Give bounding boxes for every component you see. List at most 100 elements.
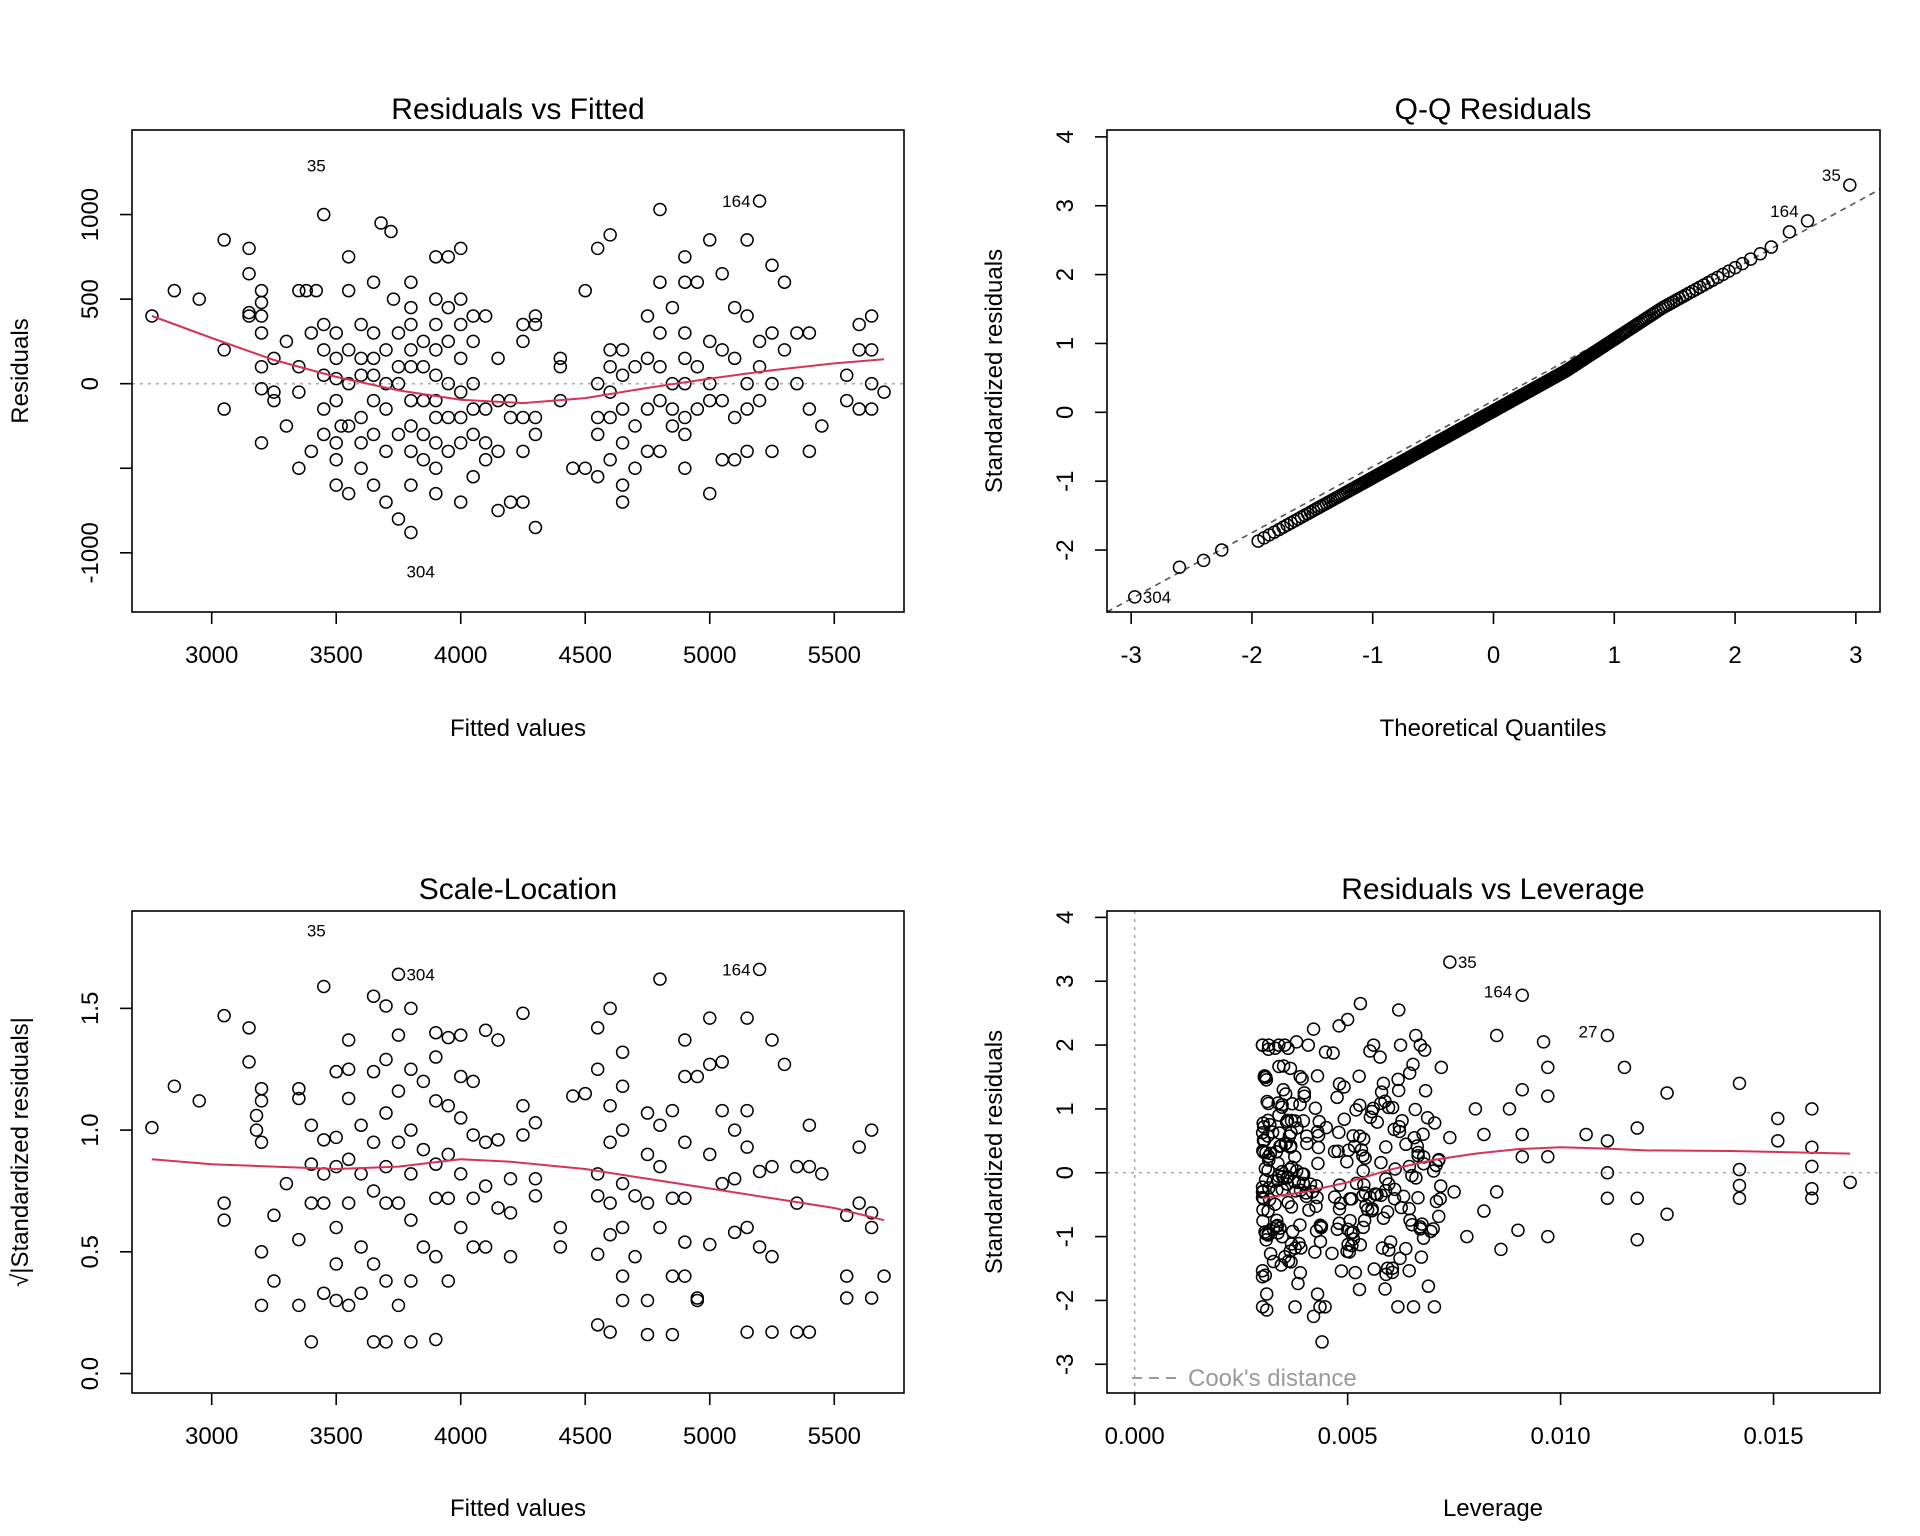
data-point <box>1327 1190 1342 1204</box>
data-point <box>864 376 879 391</box>
data-point <box>1258 1161 1273 1176</box>
data-point <box>317 979 331 994</box>
data-point <box>1433 1192 1447 1206</box>
data-point <box>1771 1111 1785 1126</box>
data-point <box>603 453 617 467</box>
data-point <box>877 385 891 399</box>
data-point <box>404 343 418 357</box>
y-tick-label: -2 <box>1052 1290 1079 1311</box>
data-point <box>254 436 269 450</box>
data-point <box>1278 1137 1292 1151</box>
data-point <box>578 461 592 475</box>
data-point <box>1349 1176 1364 1191</box>
qq-residuals-panel: Q-Q Residuals Theoretical Quantiles Stan… <box>981 93 1881 742</box>
data-point <box>765 1249 779 1264</box>
data-point <box>653 444 667 459</box>
data-point <box>404 444 418 459</box>
data-point <box>765 1325 779 1339</box>
x-tick-label: 5500 <box>808 1423 861 1450</box>
data-point <box>590 1247 605 1261</box>
data-point <box>1283 1162 1297 1177</box>
data-point <box>516 1006 530 1020</box>
data-point <box>1735 256 1750 271</box>
data-point <box>1275 1098 1289 1112</box>
data-point <box>429 1157 443 1171</box>
data-point <box>628 461 642 475</box>
data-point <box>1272 1059 1286 1074</box>
data-point <box>503 1249 518 1264</box>
data-point <box>1256 1203 1270 1217</box>
data-point <box>590 469 605 484</box>
data-point <box>715 267 729 281</box>
data-point <box>590 1318 605 1332</box>
data-point <box>1515 1150 1529 1164</box>
data-point <box>1378 1282 1392 1296</box>
data-point <box>466 1128 480 1142</box>
data-point <box>404 478 418 492</box>
data-point <box>665 1103 680 1118</box>
data-point <box>1342 1245 1357 1259</box>
data-point <box>1295 1072 1309 1086</box>
y-tick-label: -1 <box>1052 470 1079 491</box>
data-point <box>1427 1300 1442 1314</box>
data-point <box>1334 1264 1349 1278</box>
data-point <box>1541 1060 1555 1075</box>
data-point <box>1407 1131 1422 1145</box>
data-point <box>1805 1191 1819 1206</box>
data-point <box>1722 264 1736 278</box>
data-point <box>1515 1083 1529 1097</box>
data-point <box>329 1130 343 1145</box>
data-point <box>404 525 418 540</box>
data-point <box>1261 1038 1276 1052</box>
data-point <box>379 495 393 509</box>
data-point <box>299 283 314 298</box>
data-point <box>1330 1090 1344 1105</box>
data-point <box>603 1196 617 1210</box>
data-point <box>242 305 256 320</box>
x-axis-label: Fitted values <box>450 715 586 742</box>
data-point <box>279 419 294 433</box>
data-point <box>1394 1200 1408 1215</box>
data-point <box>192 1094 206 1108</box>
data-point <box>653 202 667 217</box>
data-point <box>1255 1038 1270 1052</box>
data-point <box>1332 1125 1346 1140</box>
data-point <box>1630 1121 1644 1135</box>
data-point <box>1261 1227 1275 1241</box>
data-point <box>852 1140 866 1154</box>
data-point <box>815 1167 829 1181</box>
data-point <box>603 1001 617 1016</box>
data-point <box>1358 1151 1372 1165</box>
data-point <box>678 461 692 475</box>
data-point <box>217 1213 231 1227</box>
data-point <box>640 1106 655 1120</box>
data-point <box>1256 1144 1270 1158</box>
data-point <box>516 444 530 459</box>
data-point <box>441 376 456 391</box>
data-point <box>665 300 680 315</box>
data-point <box>1418 1083 1433 1098</box>
data-point <box>304 1157 319 1171</box>
data-point <box>1302 1203 1316 1217</box>
data-point <box>1260 1094 1274 1109</box>
data-point <box>317 317 331 332</box>
data-point <box>727 1123 742 1137</box>
plot-frame <box>131 910 905 1394</box>
data-point <box>366 393 381 408</box>
data-point <box>752 1240 767 1254</box>
data-point <box>1295 1167 1310 1181</box>
data-point <box>404 1335 418 1349</box>
data-point <box>491 351 505 366</box>
data-point <box>777 275 792 289</box>
data-point <box>1293 1069 1307 1084</box>
data-point <box>1289 1035 1304 1049</box>
data-point <box>740 444 754 459</box>
data-point <box>292 1091 306 1106</box>
data-point <box>491 444 505 459</box>
panel-title: Residuals vs Leverage <box>1341 873 1645 906</box>
data-point <box>727 410 742 425</box>
data-point <box>254 1245 269 1259</box>
data-point <box>466 469 480 484</box>
point-label: 164 <box>722 960 750 979</box>
